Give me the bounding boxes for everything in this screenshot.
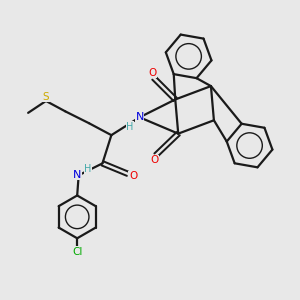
Text: O: O — [150, 155, 159, 165]
Text: N: N — [73, 170, 81, 180]
Text: H: H — [126, 122, 134, 132]
Text: H: H — [85, 164, 92, 174]
Text: O: O — [129, 171, 137, 181]
Text: S: S — [43, 92, 49, 101]
Text: Cl: Cl — [72, 247, 83, 256]
Text: N: N — [135, 112, 144, 122]
Text: O: O — [148, 68, 157, 78]
